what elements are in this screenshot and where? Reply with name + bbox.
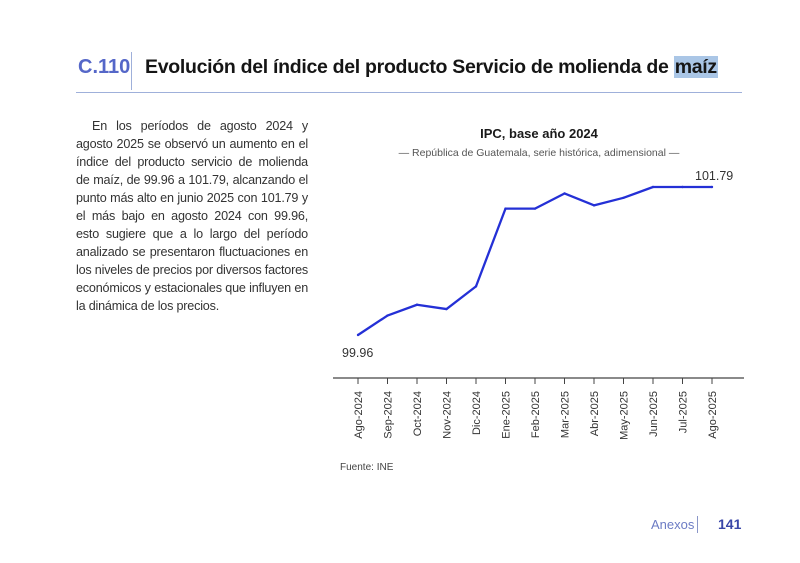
data-label: 101.79: [695, 169, 733, 183]
x-tick-label: Ene-2025: [501, 391, 513, 439]
data-point: [533, 207, 537, 210]
header-divider: [131, 52, 132, 90]
x-tick-labels: Ago-2024 Sep-2024 Oct-2024 Nov-2024 Dic-2024…: [353, 378, 719, 440]
data-point: [356, 333, 360, 337]
data-point: [592, 204, 596, 207]
data-label: 99.96: [342, 346, 373, 360]
x-tick-label: Feb-2025: [530, 391, 542, 438]
line-chart: IPC, base año 2024 — República de Guatem…: [333, 126, 744, 473]
x-tick-label: Sep-2024: [383, 391, 395, 439]
data-point: [681, 185, 684, 189]
heading-text: Evolución del índice del producto Servic…: [145, 56, 674, 78]
data-point: [445, 307, 448, 311]
page-number: 141: [718, 516, 742, 532]
x-tick-label: May-2025: [619, 391, 631, 440]
data-point: [504, 207, 507, 210]
x-tick-label: Dic-2024: [471, 391, 483, 435]
data-point: [415, 303, 419, 306]
chart-subtitle: — República de Guatemala, serie históric…: [399, 147, 680, 159]
x-tick-label: Jun-2025: [648, 391, 660, 437]
data-point: [386, 314, 389, 317]
footer-divider: [697, 516, 698, 533]
footer-section: Anexos: [651, 517, 695, 532]
data-point: [474, 285, 478, 288]
description-paragraph: En los períodos de agosto 2024 y agosto …: [76, 119, 308, 313]
x-tick-label: Ago-2024: [353, 391, 365, 439]
x-tick-label: Abr-2025: [589, 391, 601, 436]
x-tick-label: Jul-2025: [678, 391, 690, 433]
chart-title: IPC, base año 2024: [480, 126, 599, 141]
chart-header: C.110 Evolución del índice del producto …: [76, 52, 742, 93]
heading-highlight: maíz: [673, 56, 718, 78]
x-tick-label: Oct-2024: [412, 391, 424, 436]
x-tick-label: Mar-2025: [560, 391, 572, 438]
data-point: [622, 196, 625, 200]
data-point: [651, 185, 655, 189]
data-point: [710, 185, 714, 189]
plot-area: 99.96 101.79: [342, 169, 733, 360]
data-point: [563, 192, 566, 195]
chart-heading: Evolución del índice del producto Servic…: [145, 56, 718, 79]
chart-source: Fuente: INE: [340, 462, 394, 473]
x-tick-label: Nov-2024: [442, 391, 454, 439]
x-tick-label: Ago-2025: [707, 391, 719, 439]
chart-code: C.110: [78, 56, 131, 78]
